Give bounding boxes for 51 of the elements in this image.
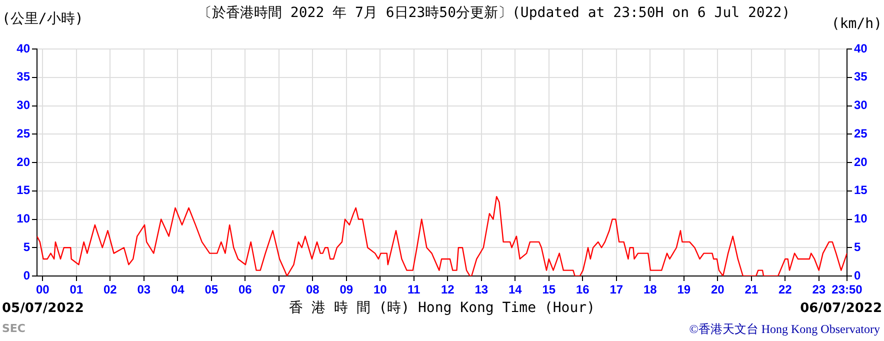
text: 06/07/2022 bbox=[800, 301, 882, 316]
x-tick-label: 07 bbox=[272, 282, 286, 297]
y-axis-title: (公里/小時) bbox=[2, 10, 84, 28]
y2-tick-label: 30 bbox=[854, 98, 868, 112]
y-tick-label: 25 bbox=[16, 126, 30, 140]
y2-tick-label: 25 bbox=[854, 126, 868, 140]
y2-tick-label: 15 bbox=[854, 183, 868, 198]
x-tick-label: 12 bbox=[440, 282, 455, 297]
y2-tick-label: 40 bbox=[854, 41, 868, 56]
y-tick-label: 5 bbox=[23, 240, 30, 254]
x-axis-title: 香 港 時 間 (時) Hong Kong Time (Hour) bbox=[288, 299, 596, 317]
y2-tick-label: 10 bbox=[854, 212, 868, 226]
x-tick-label: 14 bbox=[508, 282, 522, 297]
y-tick-label: 30 bbox=[16, 98, 30, 112]
y2-axis-title: (km/h) bbox=[831, 16, 882, 32]
x-tick-label: 02 bbox=[103, 282, 118, 297]
x-tick-label: 13 bbox=[474, 282, 488, 297]
x-tick-label: 18 bbox=[643, 282, 658, 297]
x-tick-label: 10 bbox=[373, 282, 388, 297]
x-tick-label: 01 bbox=[70, 282, 84, 297]
x-tick-label: 08 bbox=[306, 282, 320, 297]
x-tick-label: 15 bbox=[542, 282, 556, 297]
x-tick-label: 03 bbox=[137, 282, 151, 297]
y-tick-label: 10 bbox=[16, 212, 30, 226]
x-tick-label: 00 bbox=[36, 282, 50, 297]
text: SEC bbox=[2, 322, 26, 335]
text: ©香港天文台 Hong Kong Observatory bbox=[689, 321, 880, 338]
y-tick-label: 20 bbox=[16, 154, 30, 169]
y2-tick-label: 20 bbox=[854, 154, 868, 169]
x-tick-label: 05 bbox=[204, 282, 218, 297]
x-tick-label: 22 bbox=[778, 282, 792, 297]
y2-tick-label: 35 bbox=[854, 70, 868, 84]
x-tick-label: 21 bbox=[744, 282, 758, 297]
x-tick-label: 23 bbox=[812, 282, 826, 297]
y-tick-label: 35 bbox=[16, 70, 30, 84]
y-tick-label: 15 bbox=[16, 183, 30, 198]
x-tick-label: 04 bbox=[170, 282, 185, 297]
x-tick-label: 20 bbox=[710, 282, 725, 297]
chart-title: 〔於香港時間 2022 年 7月 6日23時50分更新〕(Updated at 23:50H on 6 Jul 2022) bbox=[198, 4, 790, 22]
x-tick-label: 17 bbox=[610, 282, 624, 297]
x-tick-label: 23:50 bbox=[832, 282, 863, 297]
x-tick-label: 06 bbox=[238, 282, 252, 297]
text: 05/07/2022 bbox=[2, 301, 84, 316]
x-tick-label: 16 bbox=[576, 282, 590, 297]
x-tick-label: 11 bbox=[408, 282, 421, 297]
x-tick-label: 19 bbox=[677, 282, 691, 297]
y2-tick-label: 5 bbox=[854, 240, 861, 254]
y2-tick-label: 0 bbox=[854, 268, 861, 282]
x-tick-label: 09 bbox=[340, 282, 354, 297]
y-tick-label: 0 bbox=[23, 268, 30, 282]
y-tick-label: 40 bbox=[16, 41, 30, 56]
